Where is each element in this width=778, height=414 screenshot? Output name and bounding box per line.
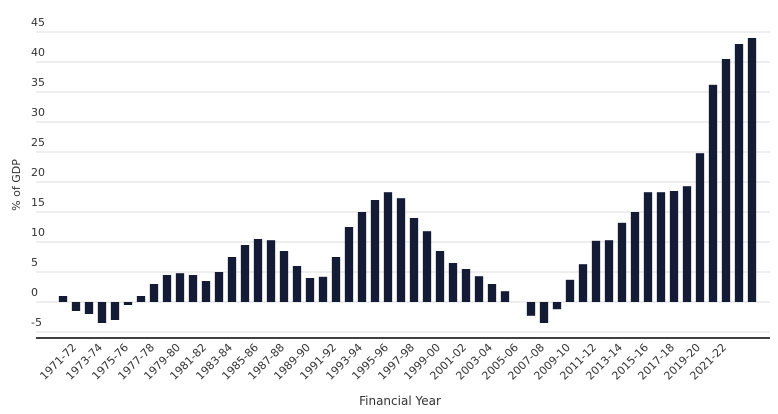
- bar: [630, 212, 640, 302]
- bar: [708, 84, 718, 302]
- bar: [253, 239, 263, 302]
- bar: [331, 257, 341, 302]
- y-tick-label: 20: [31, 166, 45, 179]
- bar: [448, 263, 458, 302]
- bar: [279, 251, 289, 302]
- bar: [747, 38, 757, 302]
- bar: [565, 279, 575, 302]
- bar: [617, 222, 627, 302]
- bar: [201, 281, 211, 302]
- y-tick-label: 10: [31, 226, 45, 239]
- bar: [318, 276, 328, 302]
- bar: [71, 302, 81, 311]
- bar: [396, 198, 406, 302]
- bar: [149, 284, 159, 302]
- bar: [123, 302, 133, 305]
- y-tick-label: 5: [31, 256, 38, 269]
- x-axis-label: Financial Year: [359, 394, 441, 408]
- y-tick-label: 30: [31, 106, 45, 119]
- bar: [84, 302, 94, 314]
- bar: [591, 240, 601, 302]
- bar: [305, 278, 315, 302]
- bar: [669, 191, 679, 302]
- bar: [604, 240, 614, 302]
- bar: [110, 302, 120, 320]
- bar: [656, 192, 666, 302]
- y-tick-label: 45: [31, 16, 45, 29]
- bar: [97, 302, 107, 323]
- y-tick-label: 0: [31, 286, 38, 299]
- bar: [461, 269, 471, 302]
- bar: [435, 251, 445, 302]
- y-tick-label: 35: [31, 76, 45, 89]
- bar: [136, 296, 146, 302]
- y-axis-label: % of GDP: [10, 159, 23, 211]
- bar: [487, 284, 497, 302]
- bar: [214, 272, 224, 302]
- bar: [357, 212, 367, 302]
- bar: [682, 186, 692, 302]
- bar: [175, 273, 185, 302]
- bar: [539, 302, 549, 323]
- bar: [240, 245, 250, 302]
- bar: [383, 192, 393, 302]
- bar: [266, 240, 276, 302]
- bar: [344, 227, 354, 302]
- bar: [526, 302, 536, 316]
- y-tick-label: 25: [31, 136, 45, 149]
- bar: [409, 218, 419, 302]
- bar: [721, 59, 731, 302]
- bar: [188, 275, 198, 302]
- bar: [734, 44, 744, 302]
- bar: [422, 231, 432, 302]
- bar: [162, 275, 172, 302]
- bar: [695, 153, 705, 302]
- y-tick-label: 15: [31, 196, 45, 209]
- bar: [474, 276, 484, 302]
- bar: [58, 296, 68, 302]
- y-tick-label: -5: [31, 316, 42, 329]
- bar: [370, 200, 380, 302]
- bar: [500, 291, 510, 302]
- bar: [643, 192, 653, 302]
- bar: [292, 266, 302, 302]
- bar: [578, 264, 588, 302]
- bar: [227, 257, 237, 302]
- bar: [552, 302, 562, 310]
- y-tick-label: 40: [31, 46, 45, 59]
